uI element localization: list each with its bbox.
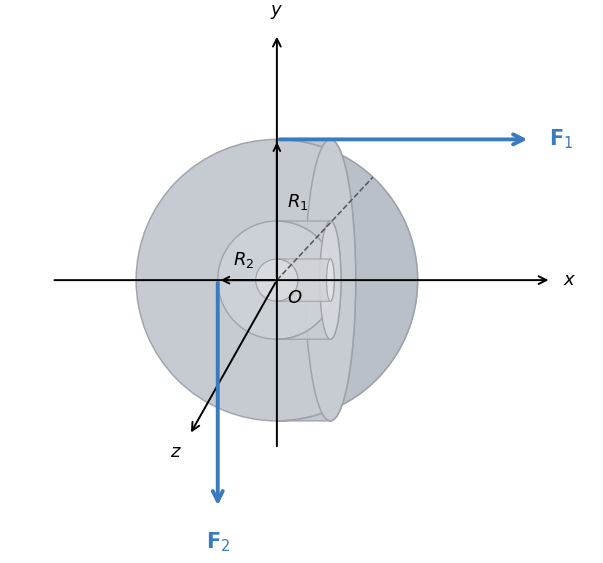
Circle shape bbox=[256, 259, 298, 301]
Text: $O$: $O$ bbox=[286, 289, 302, 307]
Polygon shape bbox=[277, 221, 341, 339]
Text: $z$: $z$ bbox=[169, 443, 182, 461]
Polygon shape bbox=[277, 140, 418, 421]
Text: $y$: $y$ bbox=[270, 3, 283, 21]
Text: $x$: $x$ bbox=[563, 271, 576, 289]
Text: $\mathbf{F}_2$: $\mathbf{F}_2$ bbox=[206, 531, 230, 554]
Text: $R_1$: $R_1$ bbox=[286, 192, 308, 212]
Ellipse shape bbox=[320, 221, 341, 339]
Text: $\mathbf{F}_1$: $\mathbf{F}_1$ bbox=[549, 128, 573, 151]
Ellipse shape bbox=[327, 259, 334, 301]
Circle shape bbox=[218, 221, 336, 339]
Circle shape bbox=[136, 140, 418, 421]
Text: $R_2$: $R_2$ bbox=[233, 249, 254, 270]
Polygon shape bbox=[277, 259, 334, 301]
Ellipse shape bbox=[305, 140, 356, 421]
